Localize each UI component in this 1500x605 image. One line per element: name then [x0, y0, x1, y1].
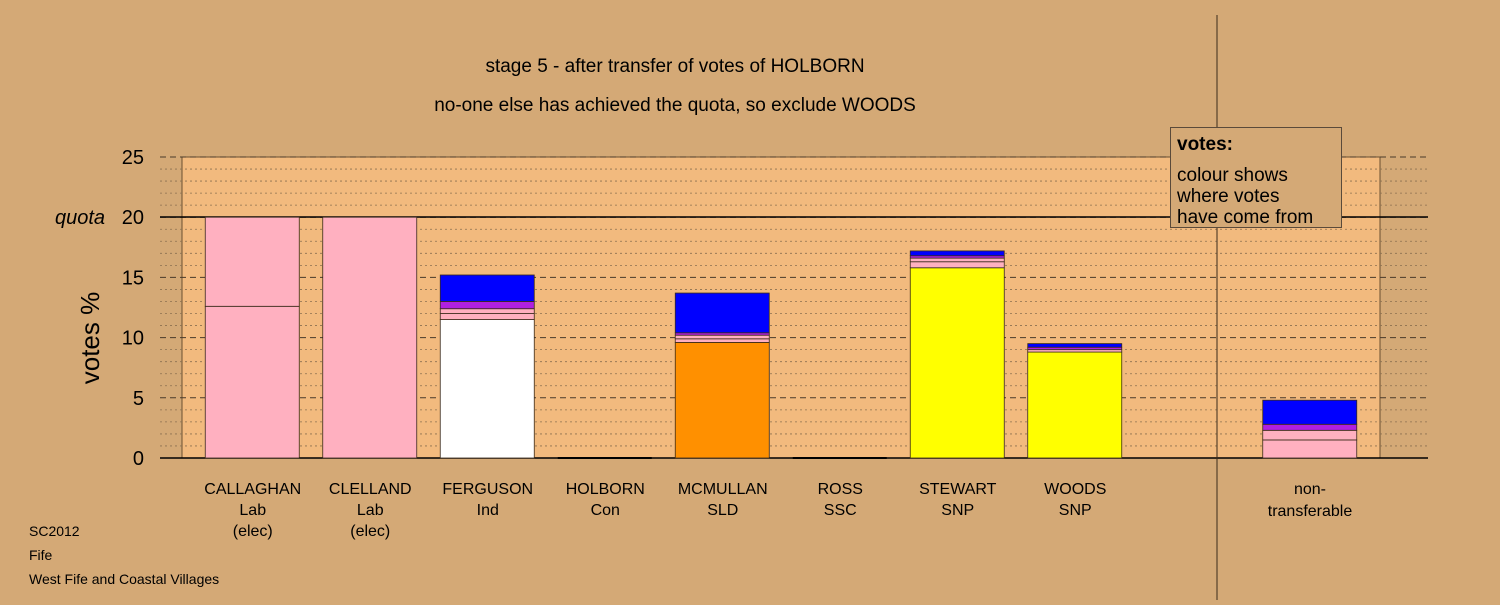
bar-segment	[909, 261, 1005, 269]
bar-segment	[674, 338, 770, 343]
x-label-name: WOODS	[1044, 481, 1106, 498]
x-label-name: ROSS	[818, 481, 863, 498]
bar-segment	[439, 313, 535, 320]
x-label-name: MCMULLAN	[678, 481, 768, 498]
legend-line-2: where votes	[1177, 186, 1280, 207]
x-label-name: STEWART	[919, 481, 997, 498]
bar-segment	[1262, 423, 1358, 431]
y-tick-label: 20	[122, 207, 144, 229]
bar-segment	[674, 334, 770, 340]
bar-segment	[322, 216, 418, 459]
bar-segment	[1262, 429, 1358, 441]
bar-segment	[1027, 351, 1123, 459]
x-label-status: (elec)	[350, 523, 390, 540]
bar-segment	[439, 301, 535, 310]
y-tick-label: 0	[133, 448, 144, 470]
bar-segment	[674, 342, 770, 459]
legend-title: votes:	[1177, 134, 1233, 155]
bar-segment	[674, 292, 770, 334]
x-label-name: HOLBORN	[566, 481, 645, 498]
footer-ward: West Fife and Coastal Villages	[29, 571, 219, 587]
bars	[204, 216, 1358, 459]
bar-segment	[439, 274, 535, 302]
x-label-party: SNP	[1059, 502, 1092, 519]
footer-election: SC2012	[29, 523, 80, 539]
bar-segment	[1027, 343, 1123, 348]
x-label-party: Lab	[357, 502, 384, 519]
x-label-name: CALLAGHAN	[204, 481, 301, 498]
nontransferable-label-line1: non-	[1294, 481, 1326, 498]
y-tick-label: 25	[122, 147, 144, 169]
x-label-party: Lab	[239, 502, 266, 519]
x-label-party: SNP	[941, 502, 974, 519]
x-label-name: CLELLAND	[329, 481, 412, 498]
chart-title: stage 5 - after transfer of votes of HOL…	[485, 56, 864, 77]
legend-line-3: have come from	[1177, 207, 1314, 228]
x-label-party: SSC	[824, 502, 857, 519]
x-label-status: (elec)	[233, 523, 273, 540]
footer-council: Fife	[29, 547, 53, 563]
bar-segment	[1262, 399, 1358, 425]
bar-segment	[204, 216, 300, 307]
nontransferable-label-line2: transferable	[1268, 503, 1353, 520]
y-tick-label: 10	[122, 328, 144, 350]
bar-segment	[909, 267, 1005, 459]
x-label-party: Ind	[477, 502, 499, 519]
bar-segment	[439, 319, 535, 459]
legend-line-1: colour shows	[1177, 165, 1288, 186]
chart-subtitle: no-one else has achieved the quota, so e…	[434, 95, 916, 116]
legend-box: votes: colour shows where votes have com…	[1170, 127, 1342, 228]
bar-segment	[909, 250, 1005, 257]
quota-label: quota	[55, 207, 105, 229]
x-label-name: FERGUSON	[442, 481, 533, 498]
y-axis-label: votes %	[75, 292, 105, 385]
x-label-party: Con	[591, 502, 620, 519]
y-tick-label: 5	[133, 388, 144, 410]
x-label-party: SLD	[707, 502, 738, 519]
y-tick-label: 15	[122, 267, 144, 289]
x-tick-labels: CALLAGHAN Lab (elec) CLELLAND Lab (elec) FERGU…	[204, 481, 1106, 540]
bar-segment	[909, 257, 1005, 263]
bar-segment	[1262, 439, 1358, 459]
y-tick-labels: 0 5 10 15 20 25	[122, 147, 144, 470]
bar-segment	[439, 308, 535, 314]
bar-segment	[204, 305, 300, 459]
